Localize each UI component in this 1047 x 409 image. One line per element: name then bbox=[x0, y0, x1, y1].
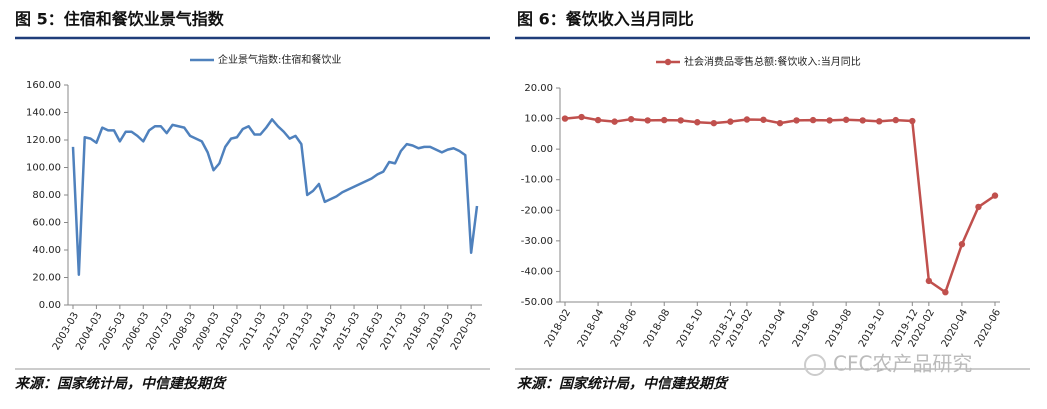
x-tick-label: 2018-06 bbox=[609, 308, 639, 350]
series-line bbox=[71, 118, 479, 276]
series-line bbox=[564, 115, 996, 294]
point bbox=[859, 117, 866, 124]
x-tick-label: 2019-10 bbox=[857, 308, 887, 350]
point bbox=[627, 115, 635, 123]
chart-title: 图 5：住宿和餐饮业景气指数 bbox=[15, 10, 225, 29]
x-tick-label: 2018-02 bbox=[543, 308, 573, 350]
y-tick-label: 120.00 bbox=[26, 135, 61, 146]
point bbox=[677, 117, 684, 124]
point bbox=[561, 115, 569, 122]
point bbox=[892, 116, 899, 124]
point bbox=[809, 116, 817, 124]
point bbox=[727, 118, 734, 125]
y-tick-label: 0.00 bbox=[39, 300, 61, 311]
x-tick-label: 2018-10 bbox=[675, 308, 705, 350]
y-tick-label: 140.00 bbox=[26, 108, 61, 119]
x-tick-label: 2020-06 bbox=[973, 308, 1003, 350]
x-tick-label: 2019-08 bbox=[824, 308, 854, 350]
watermark: CFC农产品研究 bbox=[833, 352, 972, 376]
y-tick-label: -40.00 bbox=[521, 266, 553, 277]
point bbox=[776, 119, 784, 127]
point bbox=[710, 119, 718, 127]
point bbox=[942, 289, 949, 296]
y-tick-label: 20.00 bbox=[32, 273, 61, 284]
y-tick-label: 60.00 bbox=[32, 218, 61, 229]
legend-label: 企业景气指数:住宿和餐饮业 bbox=[218, 53, 341, 66]
point bbox=[991, 192, 999, 199]
legend-marker bbox=[664, 58, 672, 66]
y-tick-label: -20.00 bbox=[521, 205, 553, 216]
x-tick-label: 2019-04 bbox=[758, 308, 788, 350]
point bbox=[760, 116, 767, 123]
point bbox=[925, 277, 933, 285]
y-tick-label: -50.00 bbox=[521, 297, 553, 308]
point bbox=[743, 116, 751, 123]
point bbox=[876, 118, 883, 125]
y-tick-label: -30.00 bbox=[521, 236, 553, 247]
point bbox=[694, 119, 701, 126]
chart-title: 图 6：餐饮收入当月同比 bbox=[517, 10, 694, 29]
y-tick-label: 20.00 bbox=[524, 83, 553, 94]
source: 来源：国家统计局，中信建投期货 bbox=[517, 375, 729, 392]
point bbox=[826, 117, 833, 124]
point bbox=[793, 117, 800, 124]
point bbox=[909, 117, 916, 125]
point bbox=[661, 116, 668, 124]
y-tick-label: 40.00 bbox=[32, 245, 61, 256]
point bbox=[594, 116, 602, 124]
point bbox=[975, 203, 982, 211]
source: 来源：国家统计局，中信建投期货 bbox=[15, 375, 227, 392]
point bbox=[958, 241, 966, 248]
y-tick-label: 160.00 bbox=[26, 80, 61, 91]
y-tick-label: 10.00 bbox=[524, 114, 553, 125]
x-tick-label: 2018-08 bbox=[642, 308, 672, 350]
y-tick-label: -10.00 bbox=[521, 175, 553, 186]
x-tick-label: 2018-04 bbox=[576, 308, 606, 350]
y-tick-label: 0.00 bbox=[531, 144, 553, 155]
y-tick-label: 80.00 bbox=[32, 190, 61, 201]
watermark-icon bbox=[804, 354, 826, 376]
y-tick-label: 100.00 bbox=[26, 163, 61, 174]
legend-label: 社会消费品零售总额:餐饮收入:当月同比 bbox=[684, 55, 861, 68]
x-tick-label: 2020-04 bbox=[940, 308, 970, 350]
point bbox=[611, 118, 618, 125]
point bbox=[578, 113, 585, 121]
point bbox=[644, 117, 651, 124]
point bbox=[842, 116, 850, 123]
x-tick-label: 2019-06 bbox=[791, 308, 821, 350]
